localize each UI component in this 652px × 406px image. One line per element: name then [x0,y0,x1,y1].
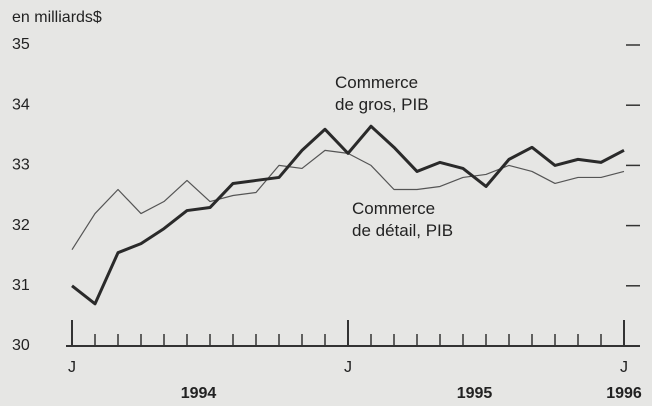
y-tick-label: 31 [12,277,30,294]
x-group-label: 1994 [181,385,217,402]
y-tick-label: 34 [12,96,30,113]
series-label: Commerce de détail, PIB [352,199,454,240]
series-line [71,124,625,306]
x-group-label: 1995 [457,385,493,402]
y-tick-label: 35 [12,36,30,53]
x-tick-label: J [68,359,76,376]
y-tick-label: 30 [12,337,30,354]
x-tick-label: J [620,359,628,376]
x-tick-label: J [344,359,352,376]
y-tick-label: 33 [12,157,30,174]
y-tick-label: 32 [12,217,30,234]
x-group-label: 1996 [606,385,642,402]
series-label: Commerce de gros, PIB [335,73,429,114]
y-axis-label: en milliards$ [12,9,102,26]
